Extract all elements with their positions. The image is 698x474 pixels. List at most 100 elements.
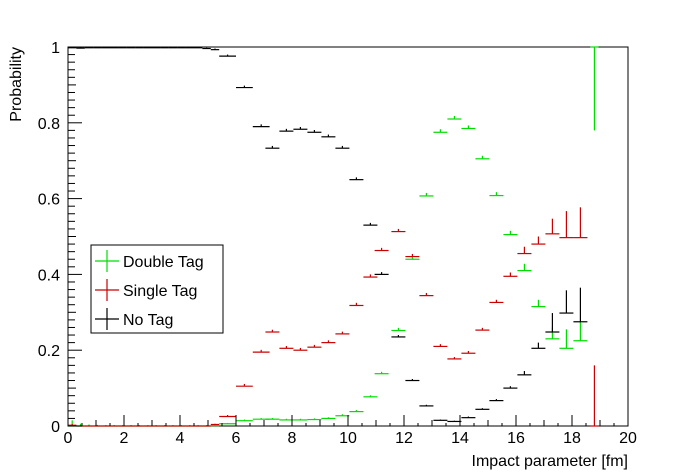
data-point [590, 46, 599, 131]
legend-entry: No Tag [95, 308, 173, 330]
data-point [391, 327, 406, 332]
data-point [489, 399, 504, 402]
data-point [461, 416, 476, 419]
data-point [503, 230, 518, 236]
data-point [447, 357, 462, 360]
data-point [321, 134, 336, 138]
data-point [293, 347, 308, 351]
axes-layer: 0 2 4 6 8 10 12 14 16 18 20 0 0.2 0.4 0.6 0.8 1 [38, 40, 637, 447]
data-point [531, 236, 546, 245]
legend-entry: Single Tag [95, 279, 197, 301]
data-point [489, 192, 504, 197]
data-point [475, 327, 490, 331]
y-tick-label: 0 [51, 419, 60, 436]
data-point [118, 47, 127, 49]
data-point [517, 263, 532, 272]
data-point [321, 417, 336, 420]
x-tick-label: 12 [395, 430, 413, 447]
y-axis-title: Probability [8, 47, 25, 122]
data-point [475, 408, 490, 410]
data-point [531, 342, 546, 349]
data-point [531, 299, 546, 308]
data-point [185, 47, 194, 49]
x-tick-label: 8 [288, 430, 297, 447]
data-point [447, 115, 462, 120]
data-point [374, 272, 389, 275]
y-tick-label: 0.2 [38, 343, 60, 360]
data-point [335, 331, 350, 335]
legend-box [90, 244, 224, 334]
data-point [177, 425, 186, 427]
data-point [202, 425, 211, 427]
data-point [265, 418, 280, 420]
data-point [307, 130, 322, 133]
data-point [126, 425, 136, 427]
data-point [307, 418, 322, 421]
data-point [110, 47, 119, 49]
data-point [265, 329, 280, 333]
data-point [135, 47, 144, 49]
data-point [210, 48, 220, 51]
data-point [160, 425, 169, 427]
data-point [185, 425, 194, 427]
data-point [143, 47, 152, 49]
data-point [335, 145, 350, 149]
data-point [573, 287, 588, 323]
x-tick-label: 14 [451, 430, 469, 447]
data-point [265, 145, 280, 149]
data-point [419, 404, 434, 407]
data-point [545, 313, 560, 333]
data-point [405, 379, 420, 382]
data-point [293, 418, 308, 421]
data-point [194, 425, 203, 427]
x-tick-label: 4 [176, 430, 185, 447]
data-point [363, 274, 378, 278]
data-point [152, 47, 161, 49]
data-point [93, 425, 102, 427]
x-tick-label: 2 [120, 430, 129, 447]
data-point [168, 47, 178, 49]
data-point [503, 272, 518, 277]
data-point [194, 47, 203, 49]
data-point [475, 155, 490, 160]
data-point [349, 410, 364, 413]
data-point [545, 218, 560, 235]
legend: Double Tag Single Tag No Tag [90, 244, 224, 334]
data-point [279, 418, 294, 421]
data-point [101, 47, 110, 49]
data-point [590, 365, 599, 427]
data-point [503, 386, 518, 389]
data-point [391, 228, 406, 233]
legend-entry: Double Tag [95, 250, 204, 272]
data-point [559, 290, 574, 314]
data-point [559, 211, 574, 239]
data-point [461, 350, 476, 354]
data-point [374, 247, 389, 252]
x-tick-label: 16 [507, 430, 525, 447]
data-point [461, 125, 476, 130]
data-point [349, 302, 364, 307]
data-point [110, 425, 119, 427]
x-axis-title: Impact parameter [fm] [472, 453, 629, 470]
data-point [559, 329, 574, 349]
data-point [321, 340, 336, 344]
data-point [135, 425, 144, 427]
series-single-tag [68, 207, 599, 427]
data-point [517, 371, 532, 376]
y-tick-label: 0.4 [38, 267, 60, 284]
data-point [93, 47, 102, 49]
y-tick-label: 1 [51, 40, 60, 57]
data-point [236, 419, 253, 422]
data-point [177, 47, 186, 49]
data-point [126, 47, 136, 49]
data-point [573, 207, 588, 239]
data-point [252, 349, 270, 353]
data-point [84, 47, 94, 49]
data-point [419, 292, 434, 297]
data-point [433, 129, 448, 133]
y-tick-label: 0.6 [38, 192, 60, 209]
data-point [363, 222, 378, 226]
x-tick-label: 18 [563, 430, 581, 447]
